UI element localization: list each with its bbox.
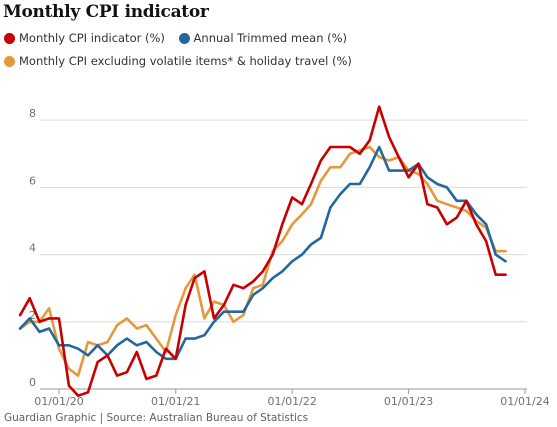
y-tick-label: 8 (29, 107, 36, 120)
x-tick-label: 01/01/23 (384, 395, 433, 408)
y-tick-label: 6 (29, 174, 36, 187)
legend-item-excluding-volatile: Monthly CPI excluding volatile items* & … (4, 54, 352, 68)
legend-item-trimmed-mean: Annual Trimmed mean (%) (178, 31, 348, 45)
x-tick-label: 01/01/22 (267, 395, 316, 408)
y-tick-label: 2 (29, 309, 36, 322)
legend-label-monthly-cpi: Monthly CPI indicator (%) (19, 31, 165, 45)
source-note: Guardian Graphic | Source: Australian Bu… (4, 412, 309, 424)
y-tick-label: 4 (29, 242, 36, 255)
legend-swatch-trimmed-mean (178, 32, 190, 44)
legend-swatch-monthly-cpi (4, 32, 15, 44)
series-line-monthly-cpi (18, 105, 507, 398)
chart-title: Monthly CPI indicator (3, 2, 209, 22)
y-tick-label: 0 (29, 376, 36, 389)
x-tick-label: 01/01/20 (34, 395, 83, 408)
series-line-trimmed-mean (18, 145, 507, 361)
legend-row: Monthly CPI indicator (%) Annual Trimmed… (4, 31, 357, 47)
legend-swatch-excluding-volatile (4, 55, 15, 67)
legend-label-trimmed-mean: Annual Trimmed mean (%) (193, 31, 348, 45)
x-tick-label: 01/01/21 (151, 395, 200, 408)
legend-label-excluding-volatile: Monthly CPI excluding volatile items* & … (19, 54, 352, 68)
legend-row: Monthly CPI excluding volatile items* & … (4, 54, 362, 70)
legend-item-monthly-cpi: Monthly CPI indicator (%) (4, 31, 165, 45)
x-tick-label: 01/01/24 (500, 395, 549, 408)
series-line-excluding-volatile (18, 145, 507, 377)
